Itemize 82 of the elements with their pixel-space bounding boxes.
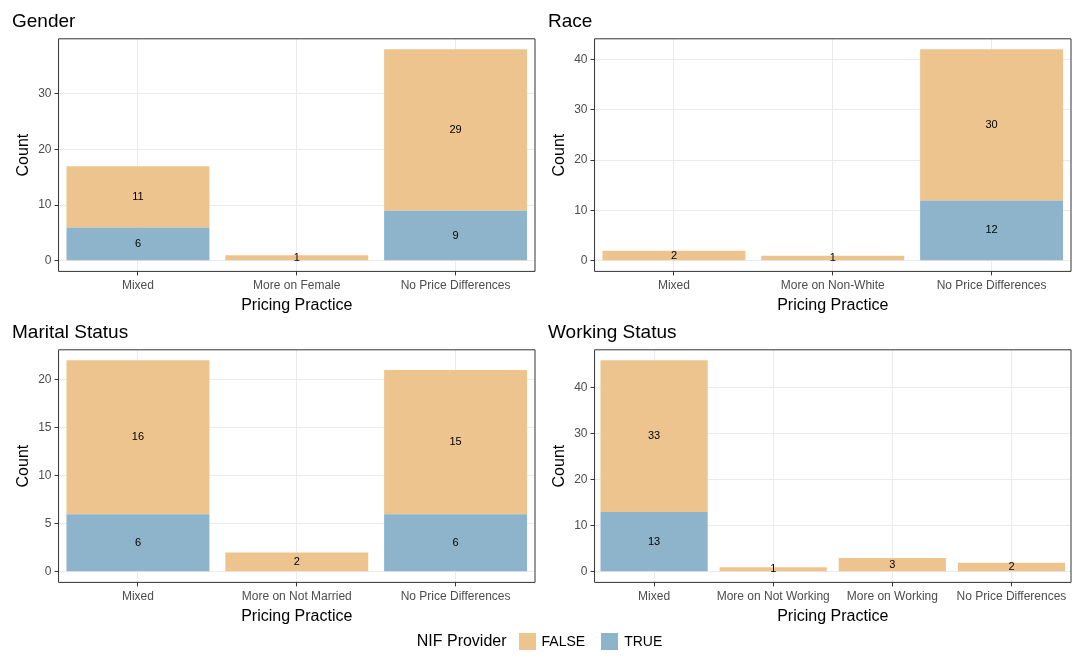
y-axis-title: Count (14, 133, 32, 177)
data-label: 2 (1008, 560, 1015, 573)
y-tick-label: 40 (574, 380, 588, 395)
bar (920, 200, 1064, 261)
x-axis-title: Pricing Practice (777, 295, 889, 313)
legend-title: NIF Provider (416, 632, 507, 650)
y-tick-label: 5 (44, 516, 52, 531)
y-axis-title: Count (14, 444, 32, 488)
y-tick-label: 20 (574, 472, 588, 487)
data-label: 1 (770, 562, 777, 575)
y-tick-label: 0 (580, 253, 588, 268)
x-tick-label: Mixed (657, 277, 690, 292)
data-label: 30 (985, 117, 998, 130)
bar (920, 49, 1064, 201)
data-label: 13 (647, 534, 661, 547)
y-tick-label: 30 (38, 86, 52, 101)
data-label: 33 (647, 429, 661, 442)
data-label: 6 (134, 236, 142, 249)
x-axis-title: Pricing Practice (241, 295, 353, 313)
y-tick-label: 15 (38, 419, 52, 434)
data-label: 6 (134, 535, 142, 548)
y-tick-label: 10 (574, 518, 588, 533)
x-tick-label: More on Working (846, 588, 938, 603)
x-tick-label: No Price Differences (400, 588, 511, 603)
y-tick-label: 20 (38, 371, 52, 386)
x-tick-label: Mixed (121, 588, 154, 603)
y-tick-label: 30 (574, 102, 588, 117)
y-tick-label: 20 (574, 152, 588, 167)
chart-title: Gender (12, 9, 77, 31)
x-axis-title: Pricing Practice (777, 606, 889, 624)
data-label: 1 (293, 250, 300, 263)
bar (600, 360, 708, 513)
data-label: 16 (131, 430, 145, 443)
x-tick-label: More on Not Working (716, 588, 830, 603)
y-tick-label: 10 (38, 197, 52, 212)
bar (384, 514, 528, 572)
legend-label: TRUE (624, 633, 663, 649)
bar (384, 49, 528, 211)
data-label: 9 (452, 228, 459, 241)
legend-label: FALSE (541, 633, 586, 649)
x-tick-label: Mixed (638, 588, 671, 603)
bar (384, 210, 528, 261)
y-tick-label: 10 (38, 468, 52, 483)
x-tick-label: No Price Differences (956, 588, 1067, 603)
bar (66, 360, 210, 515)
x-tick-label: More on Not Married (241, 588, 352, 603)
x-tick-label: Mixed (121, 277, 154, 292)
bar (602, 250, 746, 261)
y-axis-title: Count (550, 133, 568, 177)
bar (384, 369, 528, 515)
x-axis-title: Pricing Practice (241, 606, 353, 624)
bar (66, 514, 210, 572)
chart-title: Race (548, 9, 593, 31)
y-tick-label: 0 (44, 564, 52, 579)
data-label: 15 (449, 435, 462, 448)
x-tick-label: More on Female (253, 277, 341, 292)
x-tick-label: No Price Differences (400, 277, 511, 292)
y-tick-label: 0 (44, 253, 52, 268)
bar (838, 558, 946, 572)
data-label: 2 (670, 248, 678, 261)
bar (225, 552, 369, 572)
y-tick-label: 40 (574, 51, 588, 66)
bar (66, 227, 210, 261)
y-tick-label: 10 (574, 202, 588, 217)
data-label: 1 (829, 251, 836, 264)
data-label: 6 (452, 535, 459, 548)
chart-title: Working Status (548, 320, 677, 342)
chart-title: Marital Status (12, 320, 129, 342)
y-tick-label: 20 (38, 141, 52, 156)
y-axis-title: Count (550, 444, 568, 488)
data-label: 2 (293, 555, 300, 567)
y-tick-label: 0 (580, 564, 588, 579)
data-label: 12 (985, 223, 998, 236)
bar (225, 255, 369, 261)
data-label: 11 (132, 189, 144, 202)
bar (66, 166, 210, 228)
x-tick-label: No Price Differences (936, 277, 1047, 292)
bar (600, 512, 708, 572)
data-label: 29 (449, 123, 462, 136)
data-label: 3 (889, 557, 896, 570)
y-tick-label: 30 (574, 426, 588, 441)
x-tick-label: More on Non-White (780, 277, 886, 292)
